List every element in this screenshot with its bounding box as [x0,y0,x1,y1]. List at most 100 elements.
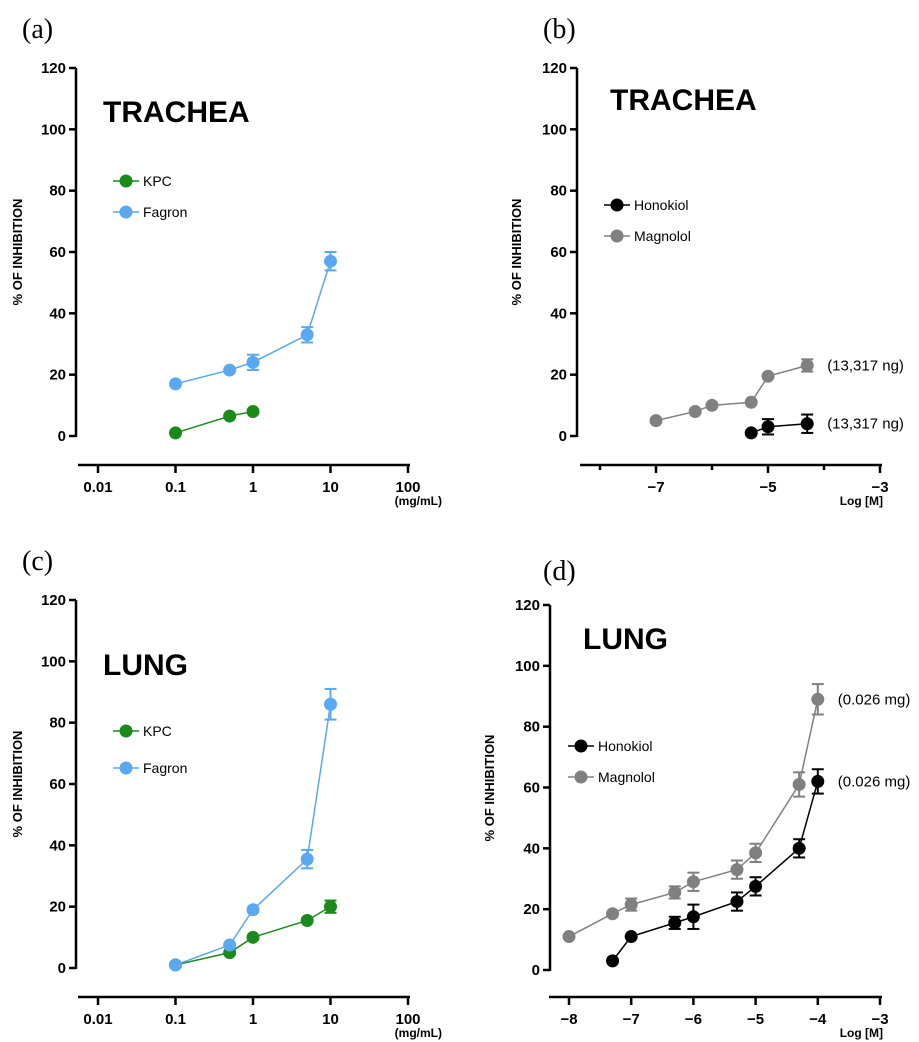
y-axis-label: % OF INHIBITION [10,199,25,306]
legend-label: Magnolol [634,228,691,244]
panel-label: (c) [22,546,53,577]
data-point [811,692,825,706]
legend-marker [610,198,624,212]
x-tick-label: −4 [809,1011,827,1028]
x-tick-label: −7 [623,1011,640,1028]
y-tick-label: 60 [523,780,540,797]
series-line [750,422,808,434]
x-tick-label: 100 [395,479,420,496]
x-axis-label: (mg/mL) [395,494,442,508]
data-point [649,414,663,428]
legend-marker [119,724,133,738]
y-tick-label: 20 [49,899,66,916]
panel-title: TRACHEA [610,84,757,117]
series-honokiol [606,768,825,968]
data-point [705,398,719,412]
series-fagron [169,251,337,391]
y-tick-label: 100 [41,653,66,670]
panel-label: (d) [543,556,576,587]
x-tick-label: 0.01 [83,479,112,496]
data-point [730,895,744,909]
panel-title: LUNG [583,623,668,656]
data-point [688,404,702,418]
legend-label: Fagron [143,204,187,220]
legend-label: KPC [143,723,172,739]
y-tick-label: 60 [49,776,66,793]
data-annotation: (13,317 ng) [827,357,904,374]
data-point [169,426,182,440]
y-axis-label: % OF INHIBITION [10,731,25,838]
data-point [792,777,806,791]
y-tick-label: 0 [559,428,567,445]
data-point [800,358,814,372]
y-tick-label: 100 [542,121,567,138]
data-point [744,426,758,440]
y-tick-label: 20 [550,367,567,384]
x-tick-label: 10 [322,479,339,496]
series-line [568,699,819,938]
y-tick-label: 40 [49,305,66,322]
y-tick-label: 60 [550,244,567,261]
legend-marker [610,229,624,243]
series-kpc [169,404,260,440]
data-point [668,885,682,899]
data-annotation: (0.026 mg) [838,691,911,708]
data-point [223,938,237,952]
data-point [624,930,638,944]
legend-marker [119,174,133,188]
data-point [246,930,260,944]
panel-label: (b) [543,14,576,45]
y-tick-label: 60 [49,244,66,261]
legend-marker [574,770,588,784]
series-line [611,781,819,962]
legend-label: Magnolol [598,769,655,785]
series-magnolol [562,683,825,944]
data-point [324,697,337,711]
x-tick-label: −3 [871,1011,888,1028]
x-axis-label: Log [M] [840,1026,883,1040]
series-line [655,364,808,422]
y-tick-label: 120 [41,592,66,609]
series-magnolol [649,358,814,428]
data-point [744,395,758,409]
data-point [223,409,237,423]
x-tick-label: −3 [871,479,888,496]
legend-marker [119,205,133,219]
data-point [811,774,825,788]
x-tick-label: −5 [759,479,776,496]
x-tick-label: 0.1 [165,1011,186,1028]
data-point [562,930,576,944]
data-point [169,958,182,972]
legend-label: KPC [143,173,172,189]
data-point [686,875,700,889]
data-point [800,417,814,431]
data-point [686,910,700,924]
y-tick-label: 0 [532,962,540,979]
x-tick-label: 0.1 [165,479,186,496]
y-tick-label: 40 [49,837,66,854]
data-point [606,954,620,968]
legend-marker [574,739,588,753]
x-tick-label: −7 [647,479,664,496]
panel-title: LUNG [103,649,188,682]
y-axis-label: % OF INHIBITION [482,735,497,842]
y-tick-label: 80 [49,183,66,200]
data-point [169,377,182,391]
data-point [300,852,314,866]
y-tick-label: 120 [41,60,66,77]
y-tick-label: 40 [550,305,567,322]
y-tick-label: 20 [49,367,66,384]
data-point [761,369,775,383]
y-tick-label: 20 [523,901,540,918]
x-tick-label: 10 [322,1011,339,1028]
data-annotation: (13,317 ng) [827,416,904,433]
y-tick-label: 100 [515,658,540,675]
data-point [761,420,775,434]
y-tick-label: 0 [58,428,66,445]
x-axis-label: (mg/mL) [395,1026,442,1040]
data-point [246,355,260,369]
y-axis-label: % OF INHIBITION [509,199,524,306]
